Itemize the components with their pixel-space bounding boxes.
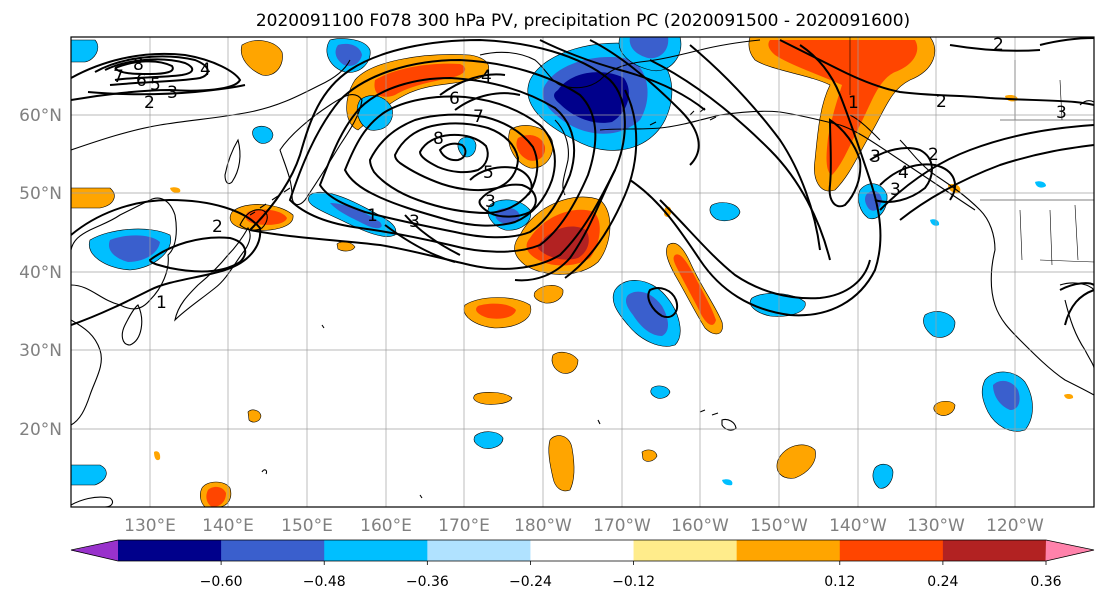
contour-label: 8 (133, 55, 144, 75)
colorbar-outline (70, 539, 1095, 562)
lon-label: 130°W (907, 516, 965, 536)
longitude-labels: 130°E 140°E 150°E 160°E 170°E 180°W 170°… (124, 516, 1044, 536)
latitude-labels: 60°N 50°N 40°N 30°N 20°N (19, 106, 62, 440)
lon-label: 140°E (202, 516, 254, 536)
colorbar-tick-label: 0.36 (1030, 574, 1061, 590)
lon-label: 160°W (671, 516, 729, 536)
contour-label: 1 (156, 293, 167, 313)
colorbar-extend-max (1045, 540, 1094, 561)
contour-label: 7 (473, 107, 484, 127)
colorbar-segment (633, 540, 738, 561)
contour-label: 2 (144, 93, 155, 113)
colorbar-segments (71, 540, 1094, 561)
colorbar-ticks: −0.60−0.48−0.36−0.24−0.120.120.240.360.4… (200, 561, 1062, 590)
contour-label: 7 (113, 67, 124, 87)
colorbar-tick-label: −0.36 (406, 574, 449, 590)
colorbar-segment (736, 540, 841, 561)
lon-label: 170°W (593, 516, 651, 536)
contour-label: 5 (150, 75, 161, 95)
lon-label: 120°W (986, 516, 1044, 536)
lat-label: 50°N (19, 184, 62, 204)
lon-label: 170°E (438, 516, 490, 536)
colorbar-tick-label: −0.60 (200, 574, 243, 590)
contour-label: 5 (483, 163, 494, 183)
coastlines (71, 37, 1094, 507)
contour-label: 3 (890, 180, 901, 200)
contour-label: 1 (848, 93, 859, 113)
contour-label: 6 (136, 71, 147, 91)
colorbar-segment (324, 540, 428, 561)
colorbar-tick-label: 0.12 (824, 574, 855, 590)
contour-label: 2 (928, 145, 939, 165)
colorbar: −0.60−0.48−0.36−0.24−0.120.120.240.360.4… (70, 539, 1095, 590)
lon-label: 150°W (750, 516, 808, 536)
lon-label: 160°E (360, 516, 412, 536)
contour-label: 3 (167, 83, 178, 103)
lon-label: 180°W (514, 516, 572, 536)
contour-label: 3 (409, 212, 420, 232)
map-frame (70, 36, 1095, 508)
colorbar-tick-label: −0.48 (303, 574, 346, 590)
contour-label: 4 (898, 163, 909, 183)
contour-label: 3 (485, 192, 496, 212)
contour-label: 3 (870, 147, 881, 167)
colorbar-segment (839, 540, 944, 561)
lat-label: 30°N (19, 341, 62, 361)
contour-label: 6 (449, 89, 460, 109)
contour-label: 1 (367, 206, 378, 226)
contour-label: 2 (936, 92, 947, 112)
contour-label: 8 (433, 129, 444, 149)
lat-label: 20°N (19, 420, 62, 440)
pv-contours (71, 37, 1094, 326)
colorbar-tick-label: 0.24 (927, 574, 958, 590)
colorbar-tick-label: −0.24 (509, 574, 552, 590)
contour-label: 4 (481, 67, 492, 87)
lat-label: 40°N (19, 263, 62, 283)
lon-label: 140°W (829, 516, 887, 536)
colorbar-extend-min (71, 540, 119, 561)
map-title: 2020091100 F078 300 hPa PV, precipitatio… (256, 11, 910, 31)
colorbar-segment (942, 540, 1047, 561)
colorbar-segment (221, 540, 325, 561)
contour-label: 2 (993, 35, 1004, 55)
contour-label: 3 (1056, 103, 1067, 123)
lon-label: 150°E (281, 516, 333, 536)
contour-label: 2 (212, 217, 223, 237)
colorbar-segment (530, 540, 635, 561)
contour-label: 4 (200, 60, 211, 80)
colorbar-tick-label: −0.12 (612, 574, 655, 590)
colorbar-segment (118, 540, 222, 561)
lon-label: 130°E (124, 516, 176, 536)
map-panel: 8 7 6 5 4 3 2 2 1 4 6 7 8 5 3 1 3 1 2 2 (19, 35, 1095, 536)
colorbar-segment (427, 540, 531, 561)
contour-labels: 8 7 6 5 4 3 2 2 1 4 6 7 8 5 3 1 3 1 2 2 (113, 35, 1067, 313)
lat-label: 60°N (19, 106, 62, 126)
